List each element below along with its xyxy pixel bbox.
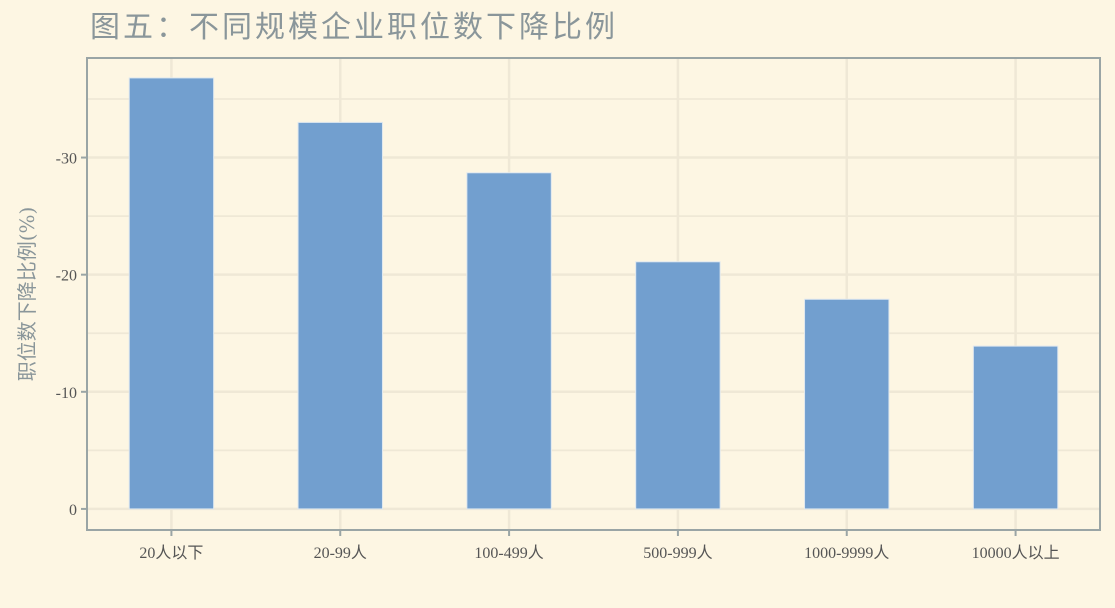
y-tick-label: 0 [69,502,77,519]
x-axis: 20人以下 20-99人 100-499人 500-999人 1000-9999人 100… [139,530,1060,562]
y-axis: 0 -10 -20 -30 [56,151,87,519]
bar [635,261,721,510]
y-tick-label: -10 [56,385,77,402]
bars [128,77,1059,510]
bar [128,77,215,510]
chart-title: 图五：不同规模企业职位数下降比例 [90,10,618,45]
y-tick-label: -30 [56,151,77,168]
bar [804,298,890,510]
bar [466,172,552,510]
x-tick-label: 10000人以上 [972,544,1060,562]
y-tick-label: -20 [56,268,77,285]
x-tick-label: 1000-9999人 [804,544,889,562]
x-tick-label: 100-499人 [474,544,543,562]
bar [297,121,383,510]
bar [972,345,1059,510]
y-axis-label: 职位数下降比例(%) [15,207,39,382]
x-tick-label: 20-99人 [314,544,367,562]
x-tick-label: 500-999人 [643,544,712,562]
x-tick-label: 20人以下 [139,544,203,562]
grid [87,58,1100,530]
plot-border [86,57,1101,531]
